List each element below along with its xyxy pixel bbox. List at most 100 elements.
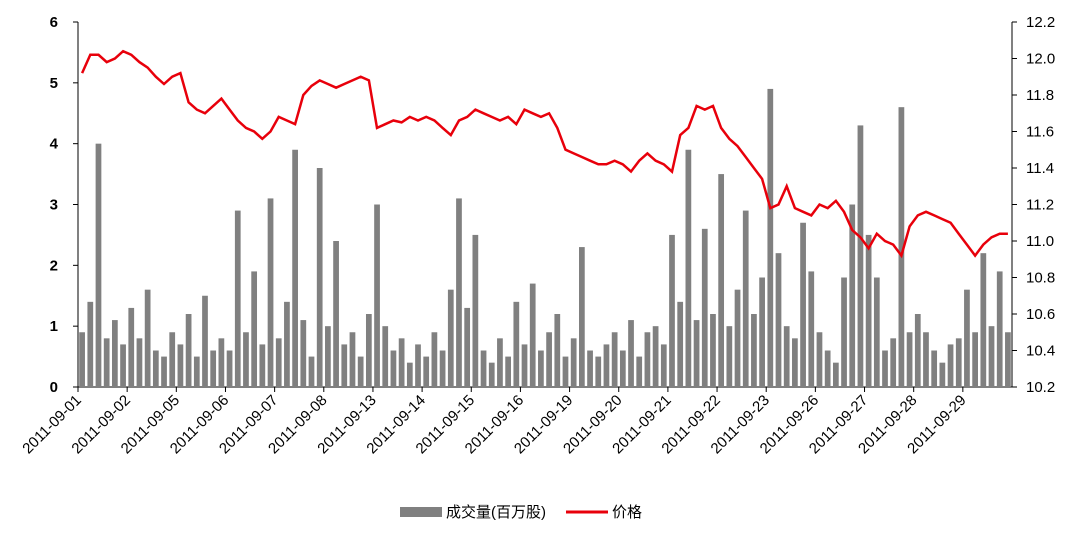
bar [611,332,618,387]
bar [144,289,151,387]
bar [497,338,503,387]
bar [234,210,241,387]
bar [996,271,1003,387]
bar [488,362,495,387]
bar [865,234,872,387]
bar [202,295,208,387]
y2-tick-label: 11.8 [1026,87,1054,104]
y2-tick-label: 11.6 [1026,124,1054,141]
bar [439,350,446,387]
bar [128,307,135,387]
bar [873,277,880,387]
bar [726,326,733,387]
bar [619,350,626,387]
bar [890,338,897,387]
bar [644,332,651,387]
bar [79,332,85,387]
bar [898,107,905,388]
y2-tick-label: 11.0 [1026,233,1054,250]
bar [808,271,815,387]
legend-swatch [400,507,442,517]
bar [554,314,561,387]
y2-tick-label: 12.2 [1026,14,1055,31]
bar [603,344,610,387]
bar [685,149,692,387]
bar [349,332,356,387]
bar [308,356,315,387]
y2-tick-label: 10.6 [1026,306,1055,323]
bar [390,350,397,387]
bar [243,332,249,387]
bar [792,338,798,387]
y-tick-label: 5 [50,75,58,92]
bar [931,350,938,387]
bar [152,350,159,387]
bar [579,247,585,387]
bar [357,356,364,387]
bar [423,356,430,387]
y-tick-label: 1 [50,318,58,335]
bar [374,204,380,387]
bar [939,362,946,387]
bar [546,332,552,387]
bar [251,271,258,387]
legend-label: 成交量(百万股) [446,503,546,521]
bar [513,301,520,387]
y2-tick-label: 12.0 [1026,51,1055,68]
bar [849,204,856,387]
bar [480,350,487,387]
bar [103,338,110,387]
bar [947,344,954,387]
bar [636,356,643,387]
bar [882,350,888,387]
bar [177,344,184,387]
bar [464,307,471,387]
bar [431,332,438,387]
bar [521,344,528,387]
bar [570,338,577,387]
bar [300,320,307,387]
bar [800,222,806,387]
bar [382,326,389,387]
bar [267,198,274,387]
y-tick-label: 4 [50,136,59,153]
bar [660,344,667,387]
bar [185,314,192,387]
bar [333,241,339,387]
y2-tick-label: 10.2 [1026,379,1055,396]
bar [767,88,774,388]
legend-label: 价格 [612,504,642,521]
y-tick-label: 2 [50,257,58,274]
bar [734,289,741,387]
bar [775,253,782,387]
bar [472,234,479,387]
bar [292,149,298,387]
y-tick-label: 6 [50,14,58,31]
bar [677,301,684,387]
bar [824,350,831,387]
bar [816,332,823,387]
bar [562,356,569,387]
bar [783,326,790,387]
bar [914,314,921,387]
bar [628,320,634,387]
bar [169,332,176,387]
bar [988,326,995,387]
bar [759,277,765,387]
bar [964,289,970,387]
bar [529,283,536,387]
bar [857,125,864,388]
bar [447,289,454,387]
bar [415,344,421,387]
bar [316,168,323,387]
bar [955,338,962,387]
y2-tick-label: 11.2 [1026,197,1054,214]
bar [505,356,511,387]
bar [87,301,94,387]
bar [275,338,282,387]
y-tick-label: 3 [50,197,58,214]
bar [120,344,126,387]
bar [906,332,913,387]
bar [365,314,372,387]
bar [595,356,602,387]
